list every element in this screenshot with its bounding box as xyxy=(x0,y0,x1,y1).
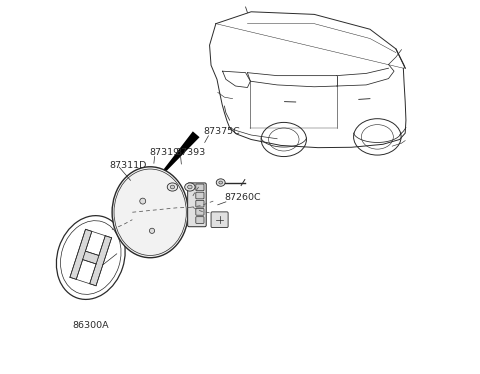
Ellipse shape xyxy=(219,181,223,184)
Polygon shape xyxy=(70,229,92,279)
Polygon shape xyxy=(158,131,200,177)
Circle shape xyxy=(149,228,155,233)
FancyBboxPatch shape xyxy=(196,209,204,215)
Ellipse shape xyxy=(112,167,188,258)
Ellipse shape xyxy=(216,179,225,186)
FancyBboxPatch shape xyxy=(211,212,228,227)
Text: 87260C: 87260C xyxy=(225,193,261,202)
FancyBboxPatch shape xyxy=(196,192,204,199)
FancyBboxPatch shape xyxy=(188,183,206,227)
Circle shape xyxy=(140,198,146,204)
Text: 87311D: 87311D xyxy=(109,161,147,170)
Ellipse shape xyxy=(185,183,195,191)
Polygon shape xyxy=(90,236,112,286)
Text: 86300A: 86300A xyxy=(72,321,109,329)
Text: 87393: 87393 xyxy=(175,148,205,157)
Text: 87319: 87319 xyxy=(149,148,179,157)
Polygon shape xyxy=(83,251,99,264)
FancyBboxPatch shape xyxy=(196,184,204,191)
Ellipse shape xyxy=(188,185,192,189)
Ellipse shape xyxy=(167,183,178,191)
FancyBboxPatch shape xyxy=(196,200,204,207)
Text: 87375C: 87375C xyxy=(203,127,240,136)
Ellipse shape xyxy=(170,185,175,189)
FancyBboxPatch shape xyxy=(196,217,204,223)
